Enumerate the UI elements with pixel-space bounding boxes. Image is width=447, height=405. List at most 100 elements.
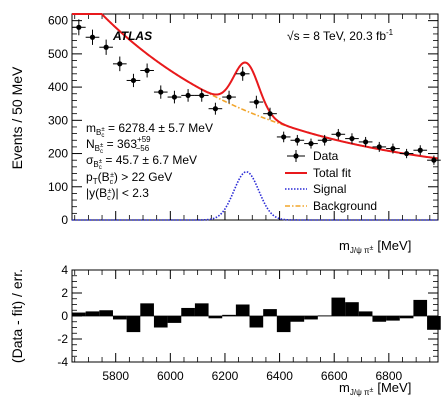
y-tick-label: 100 <box>48 180 68 194</box>
data-point <box>263 107 277 120</box>
main-fit-curves <box>72 13 438 221</box>
x-tick-label: 6400 <box>266 369 293 383</box>
fit-param-pt-symbol: p <box>86 170 93 184</box>
residual-x-axis-label-unit: [MeV] <box>377 380 411 395</box>
y-tick-label: 0 <box>61 213 68 227</box>
data-point-marker <box>103 44 109 50</box>
fit-param-y-parensup: ± <box>108 188 112 195</box>
res-y-tick-label: 2 <box>61 286 68 300</box>
y-tick-label: 200 <box>48 147 68 161</box>
residual-bar <box>153 316 168 328</box>
main-x-ticks <box>74 14 431 220</box>
legend: Data Total fit Signal Background <box>285 149 377 213</box>
data-point-marker <box>390 145 396 152</box>
data-point <box>413 145 428 156</box>
data-point <box>153 85 168 99</box>
fit-param-mass-subsup: ± <box>101 127 105 133</box>
data-point <box>399 148 414 159</box>
fit-param-pt-cut: pT(Bc±) > 22 GeV <box>86 170 172 186</box>
residual-bar <box>112 316 127 320</box>
legend-data-marker <box>293 153 299 159</box>
main-panel: 0 100 200 300 400 500 600 Events / 50 MeV ATLA… <box>9 13 441 255</box>
fit-param-y-cut: |y(Bc±)| < 2.3 <box>86 186 149 202</box>
legend-total-fit: Total fit <box>285 166 352 180</box>
legend-background-label: Background <box>313 199 377 213</box>
residual-x-axis-label-sub: J/ψ π <box>350 388 370 397</box>
residual-bar <box>317 315 332 317</box>
residual-bar <box>386 316 400 321</box>
residual-bar <box>140 303 154 316</box>
atlas-label: ATLAS <box>112 29 152 43</box>
legend-signal: Signal <box>285 182 346 196</box>
fit-param-width-subsub: c <box>99 165 102 171</box>
x-tick-label: 6600 <box>321 369 348 383</box>
res-y-tick-label: 0 <box>61 309 68 323</box>
data-point <box>358 136 373 147</box>
data-point-marker <box>185 92 191 99</box>
res-y-tick-label: 4 <box>61 263 68 277</box>
main-y-ticks: 0 100 200 300 400 500 600 <box>48 14 438 227</box>
y-tick-label: 400 <box>48 80 68 94</box>
data-point-marker <box>117 61 123 67</box>
fit-param-pt-value: ) > 22 GeV <box>114 170 172 184</box>
data-point-marker <box>267 111 273 117</box>
fit-param-yield-subsub: c <box>100 149 103 155</box>
residual-bar <box>85 311 100 316</box>
data-point-marker <box>76 24 82 30</box>
y-tick-label: 600 <box>48 14 68 28</box>
data-point-marker <box>431 157 437 163</box>
residual-panel: 5800 6000 6200 6400 6600 6800 -4 -2 0 2 4 (Data -… <box>9 263 441 397</box>
data-point <box>99 39 113 55</box>
legend-signal-label: Signal <box>313 182 346 196</box>
y-tick-label: 500 <box>48 47 68 61</box>
main-plot-frame <box>71 13 439 221</box>
fit-param-yield-symbol: N <box>86 137 95 151</box>
fit-param-width-value: = 45.7 ± 6.7 MeV <box>102 153 197 167</box>
fit-param-y-value: )| < 2.3 <box>111 186 149 200</box>
data-point <box>85 29 100 45</box>
x-tick-label: 6800 <box>375 369 402 383</box>
fit-param-pt-paren: (B <box>98 170 110 184</box>
legend-data: Data <box>287 149 339 163</box>
total-fit-curve <box>72 13 438 160</box>
data-point <box>317 134 332 146</box>
main-data-points <box>72 19 441 165</box>
legend-total-fit-label: Total fit <box>313 166 352 180</box>
data-point-marker <box>417 147 423 153</box>
data-point <box>194 89 209 102</box>
data-point <box>235 66 250 81</box>
residual-bar <box>72 312 86 316</box>
res-y-tick-label: -4 <box>57 355 68 369</box>
data-point-marker <box>158 89 164 95</box>
signal-curve <box>72 171 438 221</box>
main-y-axis-label: Events / 50 MeV <box>9 66 25 169</box>
residual-bar <box>290 316 305 322</box>
fit-param-pt-parensub: c <box>110 179 114 186</box>
data-point <box>112 56 127 72</box>
data-point-marker <box>89 34 96 40</box>
fit-param-mass: mBc± = 6278.4 ± 5.7 MeV <box>86 121 213 139</box>
main-x-axis-label-unit: [MeV] <box>377 238 411 253</box>
data-point <box>181 89 195 102</box>
residual-bar <box>194 303 209 316</box>
residual-x-axis-label: mJ/ψ π± [MeV] <box>339 380 411 397</box>
data-point-marker <box>253 99 259 105</box>
fit-param-mass-sub: B <box>96 128 101 137</box>
fit-param-y-symbol: |y(B <box>86 186 107 200</box>
residual-bar <box>263 309 277 316</box>
residual-bar <box>235 304 250 316</box>
energy-label: √s = 8 TeV, 20.3 fb-1 <box>287 28 394 43</box>
residual-bars <box>72 297 441 333</box>
fit-param-width: σBc± = 45.7 ± 6.7 MeV <box>86 153 197 171</box>
residual-bar <box>208 316 223 319</box>
residual-bar <box>126 316 141 333</box>
fit-param-y-parensub: c <box>107 195 111 202</box>
energy-label-exponent: -1 <box>386 28 394 37</box>
fit-param-width-subsup: ± <box>99 159 103 165</box>
residual-bar <box>427 316 441 330</box>
data-point <box>427 155 441 165</box>
fit-param-yield-sub: B <box>95 144 100 153</box>
fit-param-mass-value: = 6278.4 ± 5.7 MeV <box>105 121 213 135</box>
residual-bar <box>345 302 359 316</box>
